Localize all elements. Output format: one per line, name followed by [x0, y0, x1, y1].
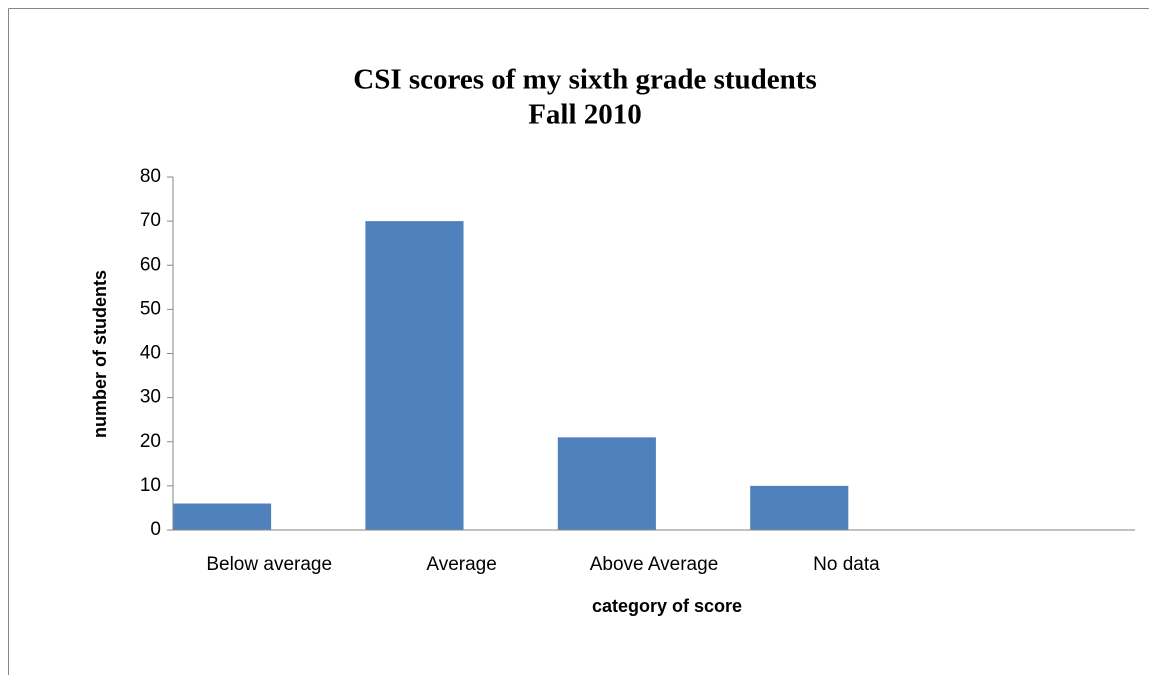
x-tick-label: Above Average	[590, 554, 719, 575]
y-tick-label: 0	[150, 519, 161, 540]
y-tick-label: 40	[140, 343, 161, 364]
chart-title: CSI scores of my sixth grade students	[353, 64, 816, 96]
y-tick-label: 70	[140, 210, 161, 231]
y-tick-label: 10	[140, 475, 161, 496]
y-tick-label: 20	[140, 431, 161, 452]
y-tick-label: 80	[140, 166, 161, 187]
chart-subtitle: Fall 2010	[528, 99, 642, 131]
y-axis-title: number of students	[90, 270, 110, 438]
y-tick-label: 60	[140, 254, 161, 275]
y-tick-label: 30	[140, 387, 161, 408]
x-axis-title: category of score	[592, 596, 742, 616]
x-tick-label: Below average	[206, 554, 332, 575]
bar	[365, 221, 464, 530]
bar	[173, 503, 272, 530]
bar	[750, 485, 849, 530]
y-tick-label: 50	[140, 298, 161, 319]
x-tick-label: No data	[813, 554, 880, 575]
bar	[557, 437, 656, 530]
x-tick-label: Average	[426, 554, 496, 575]
